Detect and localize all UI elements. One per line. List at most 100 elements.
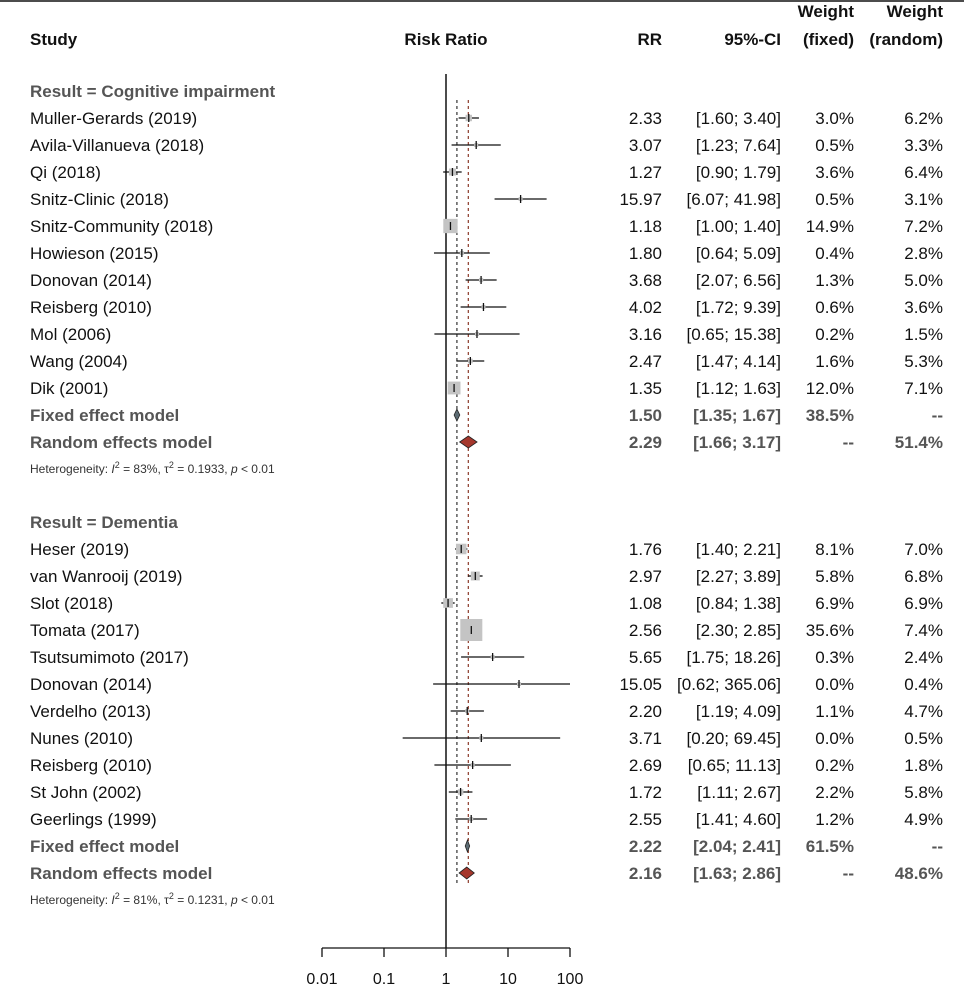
header-weight-random-2: (random)	[869, 30, 943, 49]
fixed-effect-rr: 1.50	[629, 406, 662, 425]
random-effects-rr: 2.29	[629, 433, 662, 452]
fixed-effect-ci: [2.04; 2.41]	[693, 837, 781, 856]
study-weight-random: 7.0%	[904, 540, 943, 559]
study-weight-random: 3.3%	[904, 136, 943, 155]
study-weight-random: 6.4%	[904, 163, 943, 182]
study-rr: 2.47	[629, 352, 662, 371]
fixed-effect-weight-fixed: 38.5%	[806, 406, 854, 425]
study-weight-fixed: 0.3%	[815, 648, 854, 667]
study-name: Muller-Gerards (2019)	[30, 109, 197, 128]
study-ci: [2.27; 3.89]	[696, 567, 781, 586]
study-rr: 2.69	[629, 756, 662, 775]
header-weight-random-1: Weight	[887, 2, 944, 21]
random-effects-diamond	[458, 866, 475, 880]
study-name: Nunes (2010)	[30, 729, 133, 748]
study-rr: 1.27	[629, 163, 662, 182]
header-axis: Risk Ratio	[404, 30, 487, 49]
fixed-effect-label: Fixed effect model	[30, 406, 179, 425]
x-tick-label: 1	[442, 971, 451, 988]
random-effects-label: Random effects model	[30, 433, 212, 452]
study-weight-fixed: 3.6%	[815, 163, 854, 182]
random-effects-rr: 2.16	[629, 864, 662, 883]
fixed-effect-diamond	[464, 838, 471, 854]
study-rr: 3.71	[629, 729, 662, 748]
study-weight-random: 5.3%	[904, 352, 943, 371]
study-weight-fixed: 0.2%	[815, 325, 854, 344]
study-rr: 1.80	[629, 244, 662, 263]
study-ci: [1.75; 18.26]	[686, 648, 781, 667]
study-weight-random: 6.9%	[904, 594, 943, 613]
study-name: Tomata (2017)	[30, 621, 140, 640]
study-rr: 1.72	[629, 783, 662, 802]
study-weight-fixed: 0.5%	[815, 190, 854, 209]
study-rr: 4.02	[629, 298, 662, 317]
study-name: Qi (2018)	[30, 163, 101, 182]
x-tick-label: 0.01	[306, 971, 337, 988]
study-weight-fixed: 8.1%	[815, 540, 854, 559]
study-weight-random: 5.0%	[904, 271, 943, 290]
header-ci: 95%-CI	[724, 30, 781, 49]
study-name: Wang (2004)	[30, 352, 128, 371]
study-name: Slot (2018)	[30, 594, 113, 613]
study-ci: [0.62; 365.06]	[677, 675, 781, 694]
study-name: Dik (2001)	[30, 379, 108, 398]
study-weight-fixed: 0.0%	[815, 729, 854, 748]
study-weight-fixed: 3.0%	[815, 109, 854, 128]
study-name: Tsutsumimoto (2017)	[30, 648, 189, 667]
study-ci: [6.07; 41.98]	[686, 190, 781, 209]
fixed-effect-label: Fixed effect model	[30, 837, 179, 856]
study-name: Mol (2006)	[30, 325, 111, 344]
study-name: Snitz-Clinic (2018)	[30, 190, 169, 209]
study-weight-random: 0.4%	[904, 675, 943, 694]
study-weight-fixed: 0.4%	[815, 244, 854, 263]
random-effects-ci: [1.63; 2.86]	[693, 864, 781, 883]
fixed-effect-weight-fixed: 61.5%	[806, 837, 854, 856]
random-effects-weight-random: 48.6%	[895, 864, 943, 883]
study-weight-fixed: 0.2%	[815, 756, 854, 775]
group-title: Result = Dementia	[30, 513, 178, 532]
study-weight-fixed: 0.5%	[815, 136, 854, 155]
study-weight-fixed: 6.9%	[815, 594, 854, 613]
study-weight-fixed: 1.6%	[815, 352, 854, 371]
study-rr: 1.18	[629, 217, 662, 236]
header-weight-fixed-2: (fixed)	[803, 30, 854, 49]
group-title: Result = Cognitive impairment	[30, 82, 275, 101]
random-effects-weight-fixed: --	[843, 864, 854, 883]
study-weight-random: 3.1%	[904, 190, 943, 209]
study-ci: [2.30; 2.85]	[696, 621, 781, 640]
study-rr: 2.97	[629, 567, 662, 586]
study-ci: [0.90; 1.79]	[696, 163, 781, 182]
study-weight-random: 1.8%	[904, 756, 943, 775]
study-name: St John (2002)	[30, 783, 142, 802]
study-weight-fixed: 0.6%	[815, 298, 854, 317]
study-weight-random: 6.8%	[904, 567, 943, 586]
forest-rows: Result = Cognitive impairment Muller-Gera…	[30, 82, 943, 907]
study-rr: 2.56	[629, 621, 662, 640]
heterogeneity-text: Heterogeneity: I2 = 83%, τ2 = 0.1933, p …	[30, 460, 275, 476]
fixed-effect-weight-random: --	[932, 406, 943, 425]
header-rr: RR	[637, 30, 662, 49]
study-weight-random: 7.2%	[904, 217, 943, 236]
study-name: Howieson (2015)	[30, 244, 159, 263]
study-weight-random: 0.5%	[904, 729, 943, 748]
random-effects-label: Random effects model	[30, 864, 212, 883]
study-rr: 1.08	[629, 594, 662, 613]
study-weight-fixed: 0.0%	[815, 675, 854, 694]
study-weight-random: 6.2%	[904, 109, 943, 128]
study-rr: 1.35	[629, 379, 662, 398]
study-rr: 3.07	[629, 136, 662, 155]
study-weight-random: 3.6%	[904, 298, 943, 317]
header-study: Study	[30, 30, 78, 49]
study-ci: [1.11; 2.67]	[697, 783, 781, 802]
study-weight-random: 1.5%	[904, 325, 943, 344]
random-effects-weight-fixed: --	[843, 433, 854, 452]
study-ci: [0.20; 69.45]	[686, 729, 781, 748]
fixed-effect-diamond	[453, 408, 461, 422]
study-name: Reisberg (2010)	[30, 298, 152, 317]
study-name: Verdelho (2013)	[30, 702, 151, 721]
study-weight-fixed: 2.2%	[815, 783, 854, 802]
study-name: Donovan (2014)	[30, 271, 152, 290]
study-name: Heser (2019)	[30, 540, 129, 559]
random-effects-diamond	[458, 435, 478, 449]
